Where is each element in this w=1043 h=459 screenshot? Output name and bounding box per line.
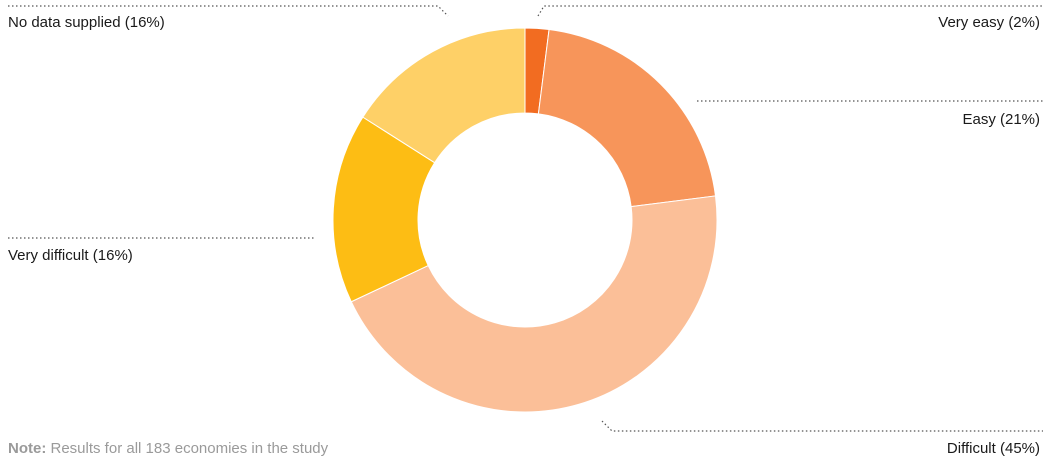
label-difficult: Difficult (45%) bbox=[947, 440, 1040, 457]
slice-easy bbox=[537, 28, 717, 208]
label-very-difficult: Very difficult (16%) bbox=[8, 247, 133, 264]
slice-no-data-supplied bbox=[362, 27, 526, 164]
note-prefix: Note: bbox=[8, 440, 46, 457]
label-easy: Easy (21%) bbox=[962, 111, 1040, 128]
label-no-data-supplied: No data supplied (16%) bbox=[8, 14, 165, 31]
label-very-easy: Very easy (2%) bbox=[938, 14, 1040, 31]
chart-note: Note: Results for all 183 economies in t… bbox=[8, 440, 329, 457]
leader-very-easy bbox=[537, 5, 1043, 17]
leader-difficult bbox=[601, 420, 1043, 432]
donut-slices bbox=[332, 27, 718, 413]
note-text: Results for all 183 economies in the stu… bbox=[46, 440, 328, 457]
slice-difficult bbox=[350, 195, 718, 413]
